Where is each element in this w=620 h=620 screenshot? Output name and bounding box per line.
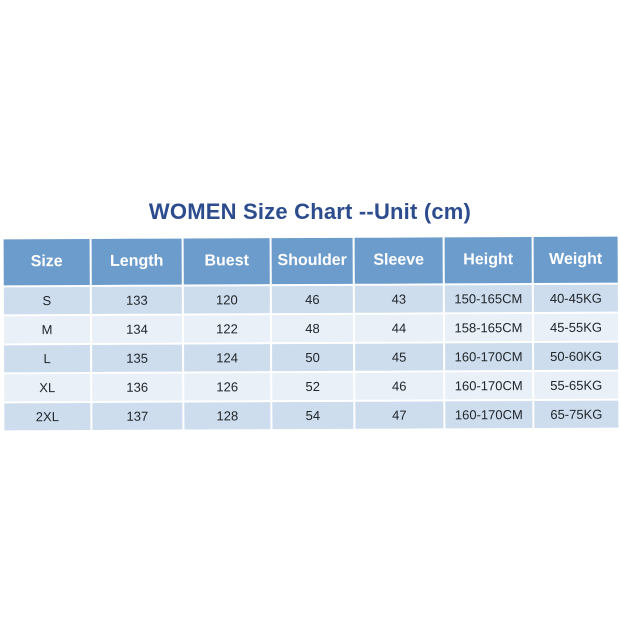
table-row: M 134 122 48 44 158-165CM 45-55KG (3, 313, 619, 344)
header-cell-length: Length (91, 238, 182, 285)
table-cell: 128 (184, 402, 271, 430)
header-cell-weight: Weight (533, 236, 618, 284)
table-cell: 50-60KG (534, 342, 619, 371)
table-cell: 160-170CM (445, 372, 533, 400)
header-cell-height: Height (444, 237, 532, 284)
table-cell: 150-165CM (444, 285, 532, 313)
table-cell: 134 (91, 315, 183, 343)
size-table-body: S 133 120 46 43 150-165CM 40-45KG M 134 122 48 44 15… (3, 284, 619, 431)
table-cell: 45-55KG (533, 313, 619, 342)
table-cell: 50 (272, 343, 354, 372)
table-row: 2XL 137 128 54 47 160-170CM 65-75KG (4, 400, 619, 431)
header-cell-sleeve: Sleeve (354, 237, 443, 284)
table-cell: 120 (183, 286, 270, 314)
header-cell-shoulder: Shoulder (271, 237, 353, 285)
table-cell: 46 (271, 285, 353, 314)
table-header-row: Size Length Buest Shoulder Sleeve Height… (3, 236, 618, 286)
table-cell: 126 (184, 373, 271, 401)
table-row: XL 136 126 52 46 160-170CM 55-65KG (4, 371, 619, 402)
table-cell: 44 (354, 314, 444, 342)
table-cell: 52 (272, 372, 354, 401)
size-chart-table: Size Length Buest Shoulder Sleeve Height… (2, 235, 620, 433)
table-cell: 54 (272, 401, 354, 430)
table-row: S 133 120 46 43 150-165CM 40-45KG (3, 284, 618, 315)
table-cell: 55-65KG (534, 371, 619, 400)
page-title: WOMEN Size Chart --Unit (cm) (148, 199, 472, 224)
table-cell: 40-45KG (533, 284, 618, 313)
table-cell: 47 (355, 401, 444, 429)
table-cell: 158-165CM (444, 314, 533, 342)
table-cell: 160-170CM (445, 343, 533, 371)
size-label-cell: S (3, 286, 90, 315)
table-cell: 122 (183, 315, 271, 343)
table-cell: 65-75KG (534, 400, 619, 429)
table-cell: 46 (355, 372, 444, 400)
size-label-cell: XL (4, 373, 91, 402)
table-cell: 160-170CM (445, 401, 533, 429)
table-cell: 43 (354, 285, 443, 313)
table-cell: 48 (271, 314, 354, 343)
header-cell-buest: Buest (183, 238, 270, 285)
header-cell-size: Size (3, 238, 90, 286)
table-cell: 135 (92, 344, 183, 372)
table-row: L 135 124 50 45 160-170CM 50-60KG (4, 342, 619, 373)
size-label-cell: M (3, 315, 91, 344)
size-label-cell: L (4, 344, 91, 373)
table-cell: 137 (92, 402, 183, 430)
table-cell: 45 (355, 343, 444, 371)
size-label-cell: 2XL (4, 402, 91, 431)
table-cell: 133 (91, 286, 182, 314)
table-cell: 136 (92, 373, 183, 401)
table-cell: 124 (184, 344, 271, 372)
